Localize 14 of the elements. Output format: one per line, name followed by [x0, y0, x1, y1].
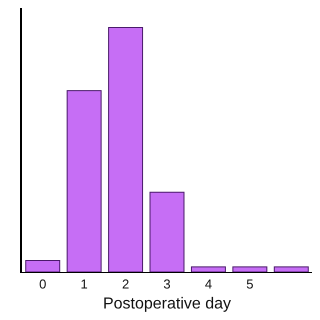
bar: [150, 192, 184, 272]
bar: [108, 27, 144, 272]
x-tick-label: 4: [204, 276, 212, 292]
x-tick-label: 3: [163, 276, 171, 292]
bar: [190, 266, 226, 272]
x-tick-label: 2: [122, 276, 130, 292]
x-tick-label: 1: [80, 276, 88, 292]
x-tick-label: 0: [39, 276, 46, 292]
bar: [274, 266, 309, 272]
x-axis-title: Postoperative day: [102, 295, 232, 312]
x-tick-label: 5: [246, 276, 254, 292]
bar: [66, 90, 102, 272]
bar: [232, 266, 268, 272]
bar: [25, 260, 60, 272]
